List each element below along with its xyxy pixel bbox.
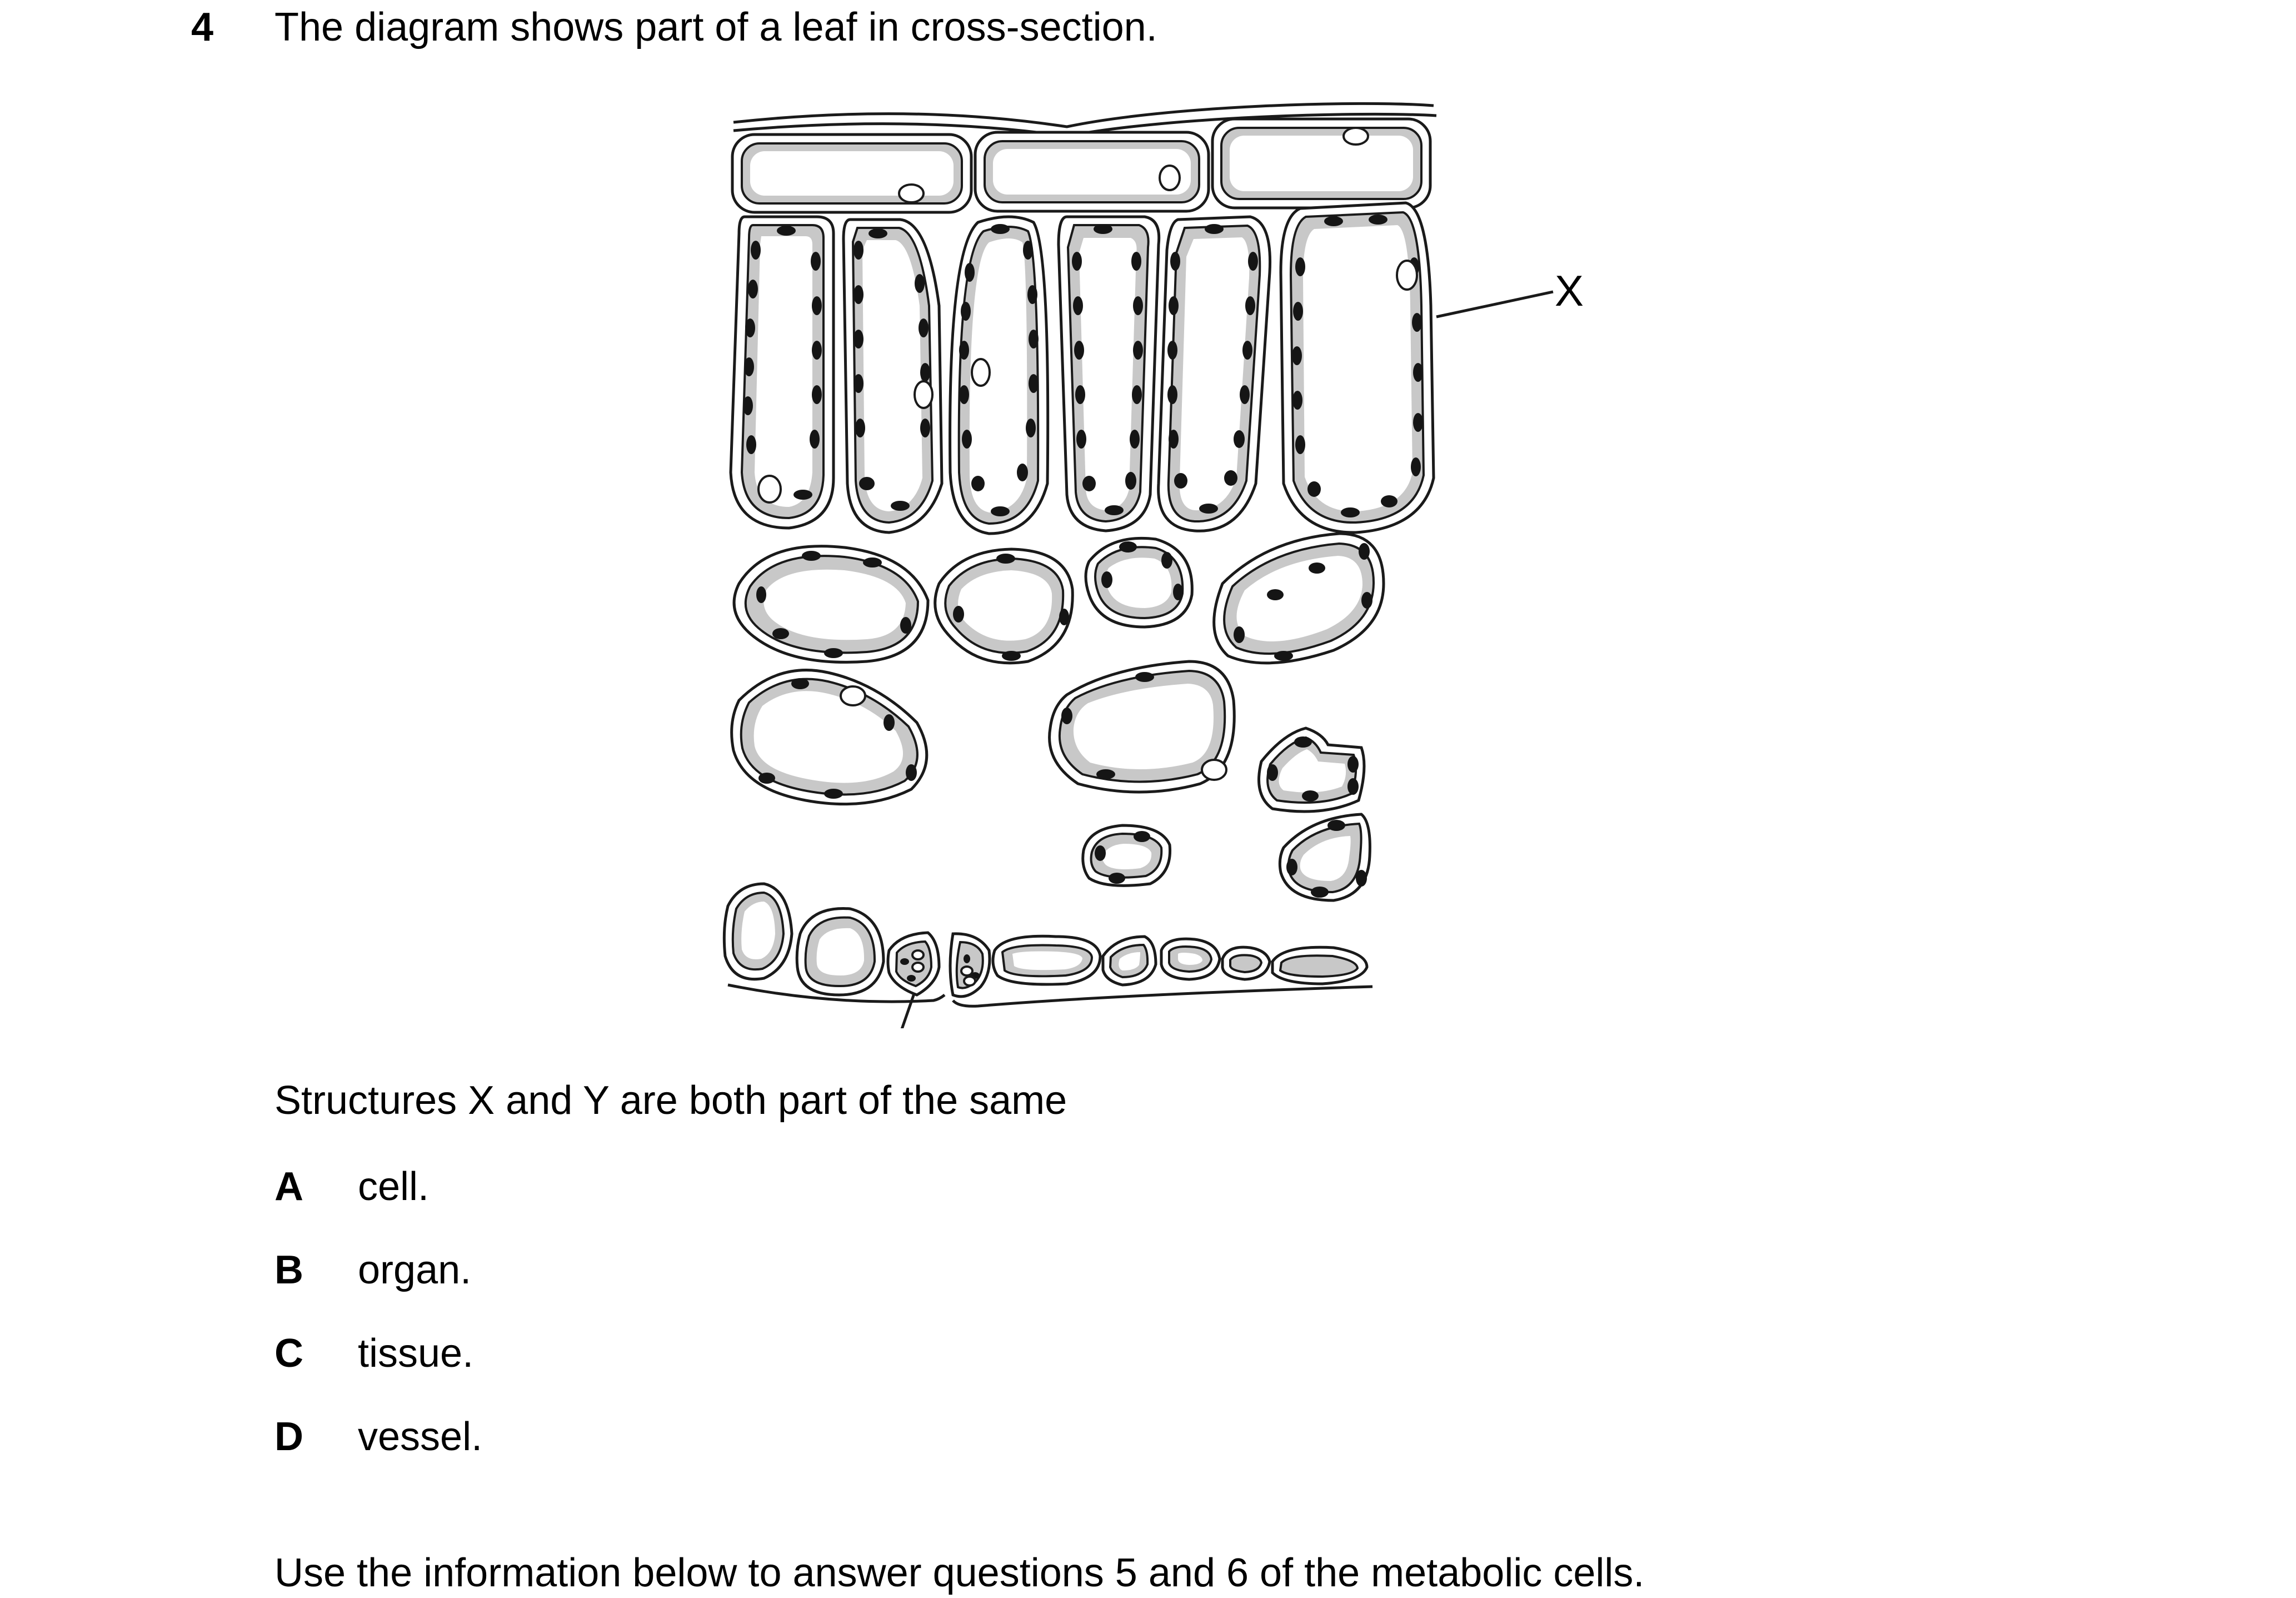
spongy-mesophyll	[730, 532, 1385, 902]
lower-cuticle	[727, 983, 946, 1003]
question-text: The diagram shows part of a leaf in cros…	[274, 5, 1157, 49]
option-text: vessel.	[358, 1415, 483, 1459]
guard-cell-chloroplasts	[900, 949, 980, 987]
upper-cuticle	[733, 102, 1434, 128]
label-x: X	[1555, 266, 1584, 315]
spongy-chloroplasts	[756, 541, 1372, 898]
label-line-y	[900, 993, 916, 1028]
palisade-layer	[729, 201, 1435, 535]
option-letter: B	[274, 1248, 303, 1292]
next-question-cutoff: Use the information below to answer ques…	[274, 1551, 1645, 1595]
label-line-x	[1436, 290, 1554, 318]
question-number: 4	[191, 5, 214, 49]
option-text: tissue.	[358, 1331, 474, 1376]
palisade-chloroplasts	[743, 215, 1423, 517]
option-text: cell.	[358, 1164, 430, 1209]
option-letter: A	[274, 1164, 303, 1209]
option-letter: C	[274, 1331, 303, 1376]
option-letter: D	[274, 1415, 303, 1459]
question-stem: Structures X and Y are both part of the …	[274, 1078, 1067, 1123]
lower-epidermis	[722, 882, 1369, 998]
leaf-cross-section-diagram: X Y	[722, 102, 1584, 1028]
upper-epidermis	[731, 117, 1432, 214]
option-text: organ.	[358, 1248, 472, 1292]
